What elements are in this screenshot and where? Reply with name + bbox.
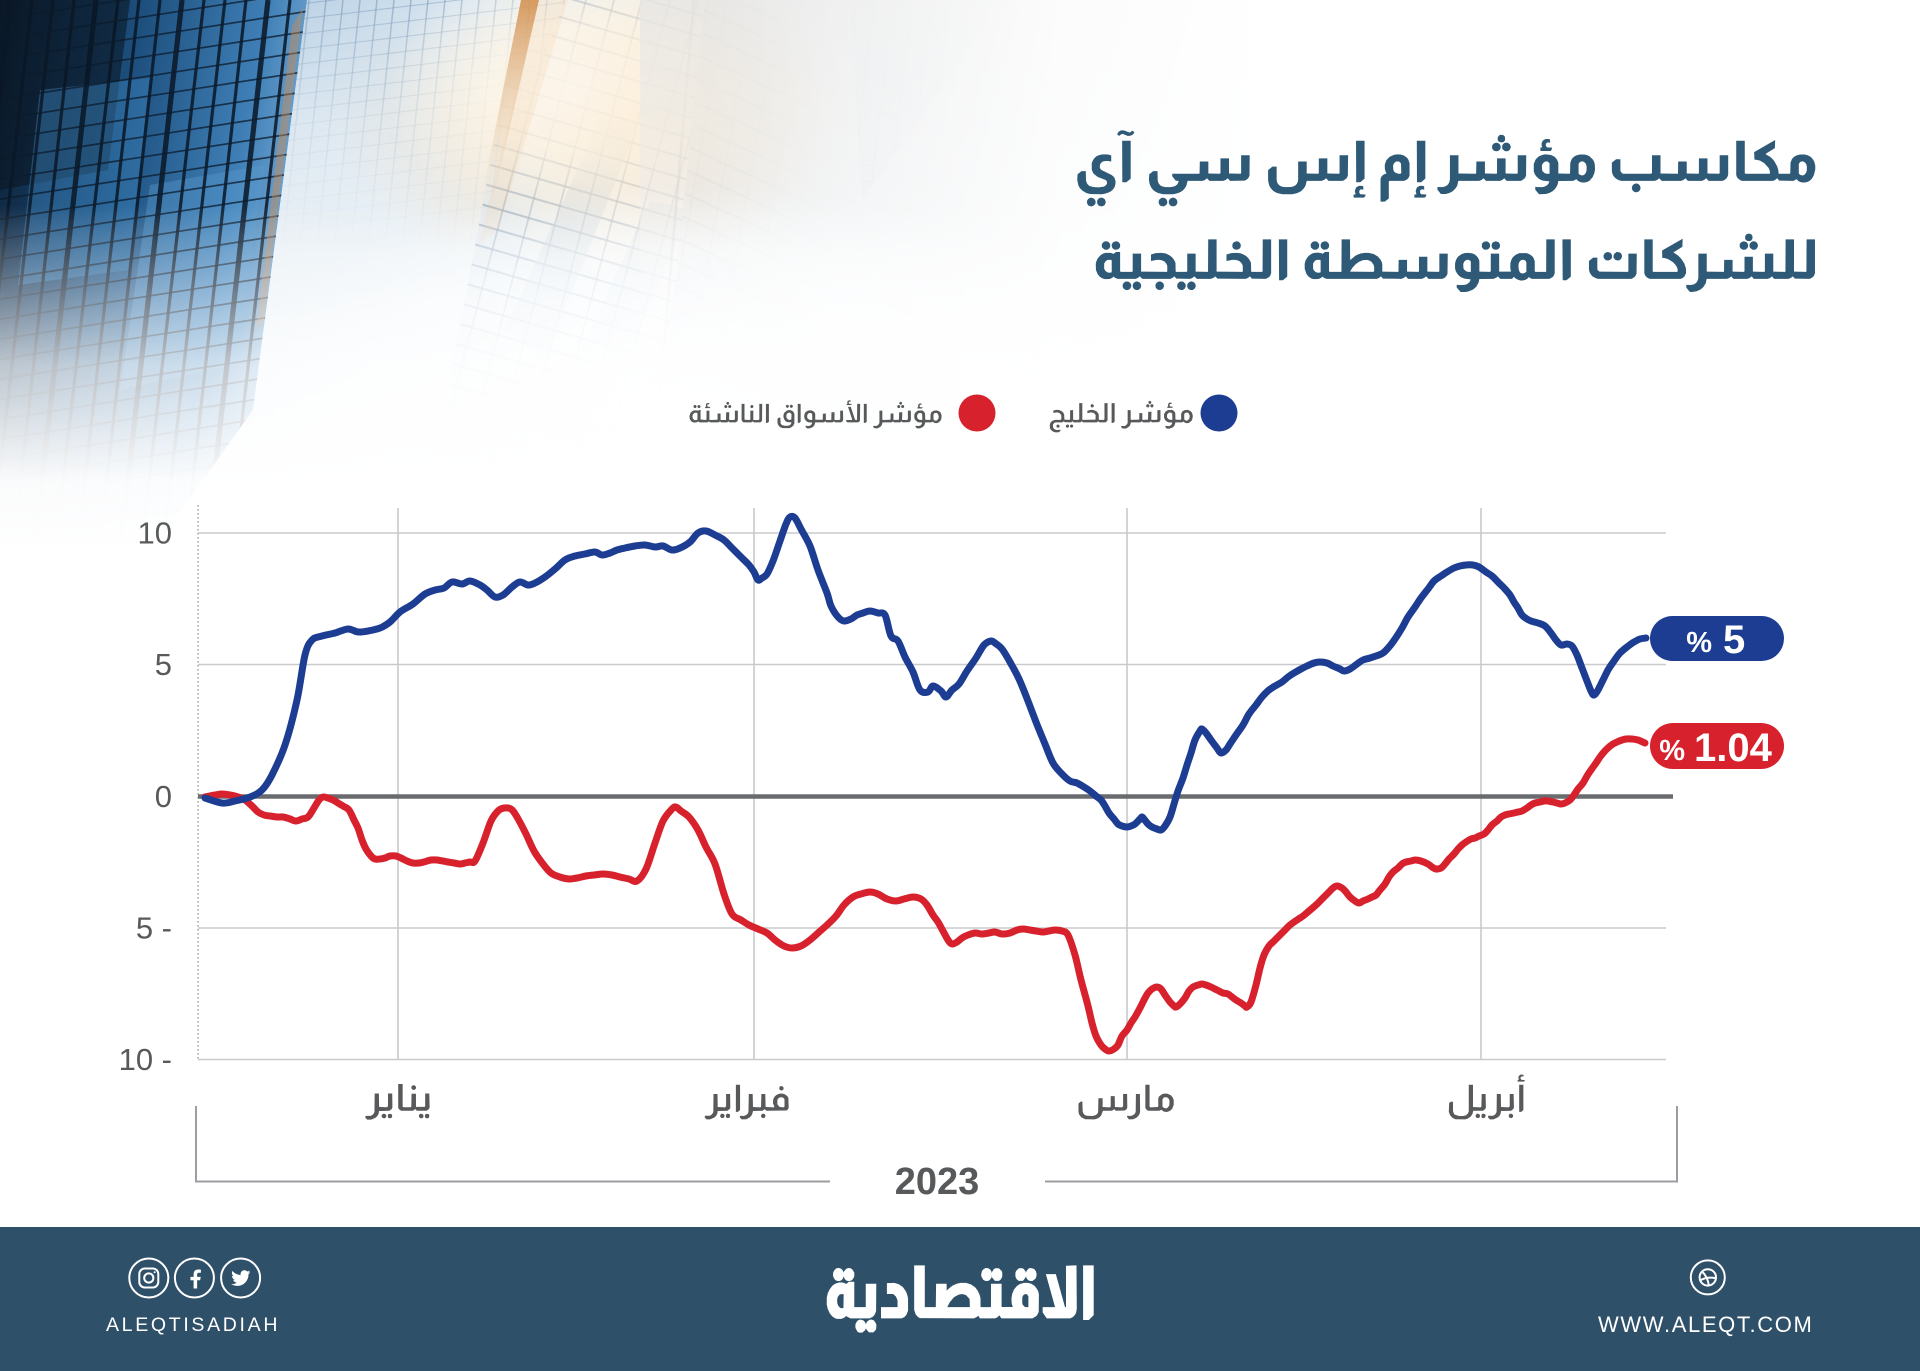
svg-text:10 -: 10 - bbox=[119, 1042, 172, 1077]
svg-text:ALEQTISADIAH: ALEQTISADIAH bbox=[106, 1314, 282, 1336]
svg-text:WWW.ALEQT.COM: WWW.ALEQT.COM bbox=[1598, 1312, 1814, 1337]
svg-text:%: % bbox=[1659, 735, 1685, 767]
svg-text:5: 5 bbox=[1723, 618, 1745, 662]
svg-text:5: 5 bbox=[155, 647, 172, 682]
svg-text:%: % bbox=[1686, 627, 1712, 659]
svg-text:1.04: 1.04 bbox=[1694, 726, 1773, 770]
svg-text:2023: 2023 bbox=[895, 1161, 980, 1203]
svg-text:0: 0 bbox=[155, 779, 172, 814]
svg-text:5 -: 5 - bbox=[136, 911, 172, 946]
svg-text:10: 10 bbox=[138, 516, 172, 551]
